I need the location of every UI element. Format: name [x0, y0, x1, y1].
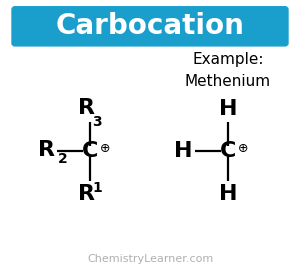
- Text: R: R: [38, 140, 56, 160]
- Text: H: H: [174, 141, 193, 161]
- Text: Carbocation: Carbocation: [56, 12, 244, 40]
- Text: H: H: [219, 184, 237, 204]
- Text: R: R: [79, 98, 95, 118]
- Text: ⊕: ⊕: [238, 142, 248, 155]
- Text: C: C: [82, 141, 98, 161]
- Text: 3: 3: [92, 114, 102, 129]
- Text: 1: 1: [92, 181, 102, 195]
- Text: Example:: Example:: [192, 52, 264, 67]
- Text: ⊕: ⊕: [100, 142, 110, 155]
- Text: ChemistryLearner.com: ChemistryLearner.com: [87, 254, 213, 264]
- FancyBboxPatch shape: [12, 7, 288, 46]
- Text: R: R: [79, 184, 95, 204]
- Text: H: H: [219, 99, 237, 119]
- Text: Methenium: Methenium: [185, 73, 271, 89]
- Text: 2: 2: [58, 152, 68, 166]
- Text: C: C: [220, 141, 236, 161]
